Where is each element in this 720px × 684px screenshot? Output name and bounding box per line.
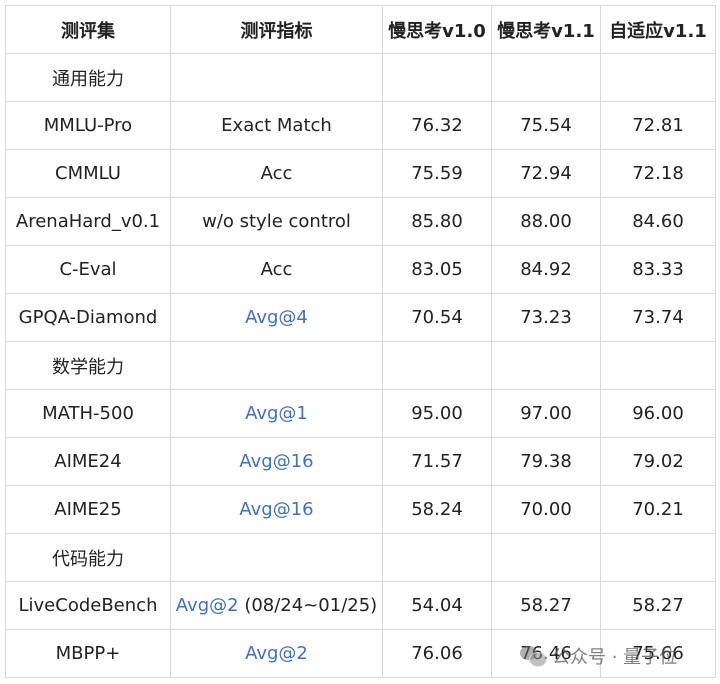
- table-row: LiveCodeBench Avg@2 (08/24~01/25) 54.04 58.…: [5, 581, 716, 630]
- empty-cell: [600, 53, 716, 102]
- dataset-cell: AIME24: [5, 437, 171, 486]
- empty-cell: [491, 533, 601, 582]
- slow-v10-value: 70.54: [382, 293, 492, 342]
- dataset-cell: C-Eval: [5, 245, 171, 294]
- adaptive-v11-value: 72.18: [600, 149, 716, 198]
- empty-cell: [170, 341, 383, 390]
- header-metric: 测评指标: [170, 5, 383, 54]
- slow-v11-value: 97.00: [491, 389, 601, 438]
- empty-cell: [170, 53, 383, 102]
- slow-v11-value: 84.92: [491, 245, 601, 294]
- slow-v11-value: 76.46: [491, 629, 601, 678]
- slow-v11-value: 88.00: [491, 197, 601, 246]
- slow-v11-value: 73.23: [491, 293, 601, 342]
- metric-text: Exact Match: [221, 115, 332, 136]
- slow-v10-value: 54.04: [382, 581, 492, 630]
- header-row: 测评集 测评指标 慢思考v1.0 慢思考v1.1 自适应v1.1: [5, 5, 716, 54]
- table-row: MATH-500 Avg@1 95.00 97.00 96.00: [5, 389, 716, 438]
- table-row: GPQA-Diamond Avg@4 70.54 73.23 73.74: [5, 293, 716, 342]
- slow-v11-value: 58.27: [491, 581, 601, 630]
- metric-link[interactable]: Avg@1: [245, 403, 308, 424]
- empty-cell: [382, 533, 492, 582]
- slow-v10-value: 85.80: [382, 197, 492, 246]
- metric-link[interactable]: Avg@2: [175, 595, 239, 616]
- dataset-cell: ArenaHard_v0.1: [5, 197, 171, 246]
- metric-cell: Exact Match: [170, 101, 383, 150]
- adaptive-v11-value: 58.27: [600, 581, 716, 630]
- metric-cell: Avg@2: [170, 629, 383, 678]
- dataset-cell: LiveCodeBench: [5, 581, 171, 630]
- metric-cell: Avg@16: [170, 437, 383, 486]
- slow-v10-value: 83.05: [382, 245, 492, 294]
- metric-link[interactable]: Avg@4: [245, 307, 308, 328]
- metric-cell: Avg@4: [170, 293, 383, 342]
- metric-text: w/o style control: [202, 211, 351, 232]
- section-row: 通用能力: [5, 53, 716, 102]
- section-row: 代码能力: [5, 533, 716, 582]
- table-row: ArenaHard_v0.1 w/o style control 85.80 88.0…: [5, 197, 716, 246]
- slow-v11-value: 70.00: [491, 485, 601, 534]
- table-row: C-Eval Acc 83.05 84.92 83.33: [5, 245, 716, 294]
- metric-text: Acc: [260, 259, 293, 280]
- empty-cell: [170, 533, 383, 582]
- adaptive-v11-value: 83.33: [600, 245, 716, 294]
- empty-cell: [382, 341, 492, 390]
- header-dataset: 测评集: [5, 5, 171, 54]
- metric-cell: w/o style control: [170, 197, 383, 246]
- adaptive-v11-value: 79.02: [600, 437, 716, 486]
- slow-v10-value: 71.57: [382, 437, 492, 486]
- section-row: 数学能力: [5, 341, 716, 390]
- adaptive-v11-value: 70.21: [600, 485, 716, 534]
- table-row: AIME24 Avg@16 71.57 79.38 79.02: [5, 437, 716, 486]
- table-row: MMLU-Pro Exact Match 76.32 75.54 72.81: [5, 101, 716, 150]
- metric-cell: Avg@16: [170, 485, 383, 534]
- dataset-cell: MATH-500: [5, 389, 171, 438]
- header-slow-v11: 慢思考v1.1: [491, 5, 601, 54]
- slow-v10-value: 95.00: [382, 389, 492, 438]
- metric-link[interactable]: Avg@16: [239, 499, 314, 520]
- metric-cell: Avg@2 (08/24~01/25): [170, 581, 383, 630]
- empty-cell: [491, 53, 601, 102]
- section-label: 通用能力: [5, 53, 171, 102]
- section-label: 数学能力: [5, 341, 171, 390]
- metric-suffix: (08/24~01/25): [238, 595, 378, 616]
- dataset-cell: GPQA-Diamond: [5, 293, 171, 342]
- adaptive-v11-value: 72.81: [600, 101, 716, 150]
- dataset-cell: AIME25: [5, 485, 171, 534]
- slow-v11-value: 72.94: [491, 149, 601, 198]
- metric-link[interactable]: Avg@2: [245, 643, 308, 664]
- benchmark-table: 测评集 测评指标 慢思考v1.0 慢思考v1.1 自适应v1.1 通用能力 MML…: [5, 5, 716, 678]
- metric-cell: Avg@1: [170, 389, 383, 438]
- dataset-cell: MMLU-Pro: [5, 101, 171, 150]
- slow-v11-value: 79.38: [491, 437, 601, 486]
- slow-v10-value: 76.06: [382, 629, 492, 678]
- empty-cell: [600, 341, 716, 390]
- table-body: 通用能力 MMLU-Pro Exact Match 76.32 75.54 72.81 CM…: [5, 53, 716, 678]
- table-row: CMMLU Acc 75.59 72.94 72.18: [5, 149, 716, 198]
- adaptive-v11-value: 75.66: [600, 629, 716, 678]
- metric-link[interactable]: Avg@16: [239, 451, 314, 472]
- empty-cell: [600, 533, 716, 582]
- adaptive-v11-value: 84.60: [600, 197, 716, 246]
- adaptive-v11-value: 96.00: [600, 389, 716, 438]
- metric-cell: Acc: [170, 149, 383, 198]
- section-label: 代码能力: [5, 533, 171, 582]
- dataset-cell: MBPP+: [5, 629, 171, 678]
- metric-text: Acc: [260, 163, 293, 184]
- slow-v10-value: 76.32: [382, 101, 492, 150]
- empty-cell: [491, 341, 601, 390]
- empty-cell: [382, 53, 492, 102]
- header-adaptive-v11: 自适应v1.1: [600, 5, 716, 54]
- metric-cell: Acc: [170, 245, 383, 294]
- dataset-cell: CMMLU: [5, 149, 171, 198]
- adaptive-v11-value: 73.74: [600, 293, 716, 342]
- slow-v10-value: 75.59: [382, 149, 492, 198]
- table-row: MBPP+ Avg@2 76.06 76.46 75.66: [5, 629, 716, 678]
- slow-v10-value: 58.24: [382, 485, 492, 534]
- table-row: AIME25 Avg@16 58.24 70.00 70.21: [5, 485, 716, 534]
- header-slow-v10: 慢思考v1.0: [382, 5, 492, 54]
- slow-v11-value: 75.54: [491, 101, 601, 150]
